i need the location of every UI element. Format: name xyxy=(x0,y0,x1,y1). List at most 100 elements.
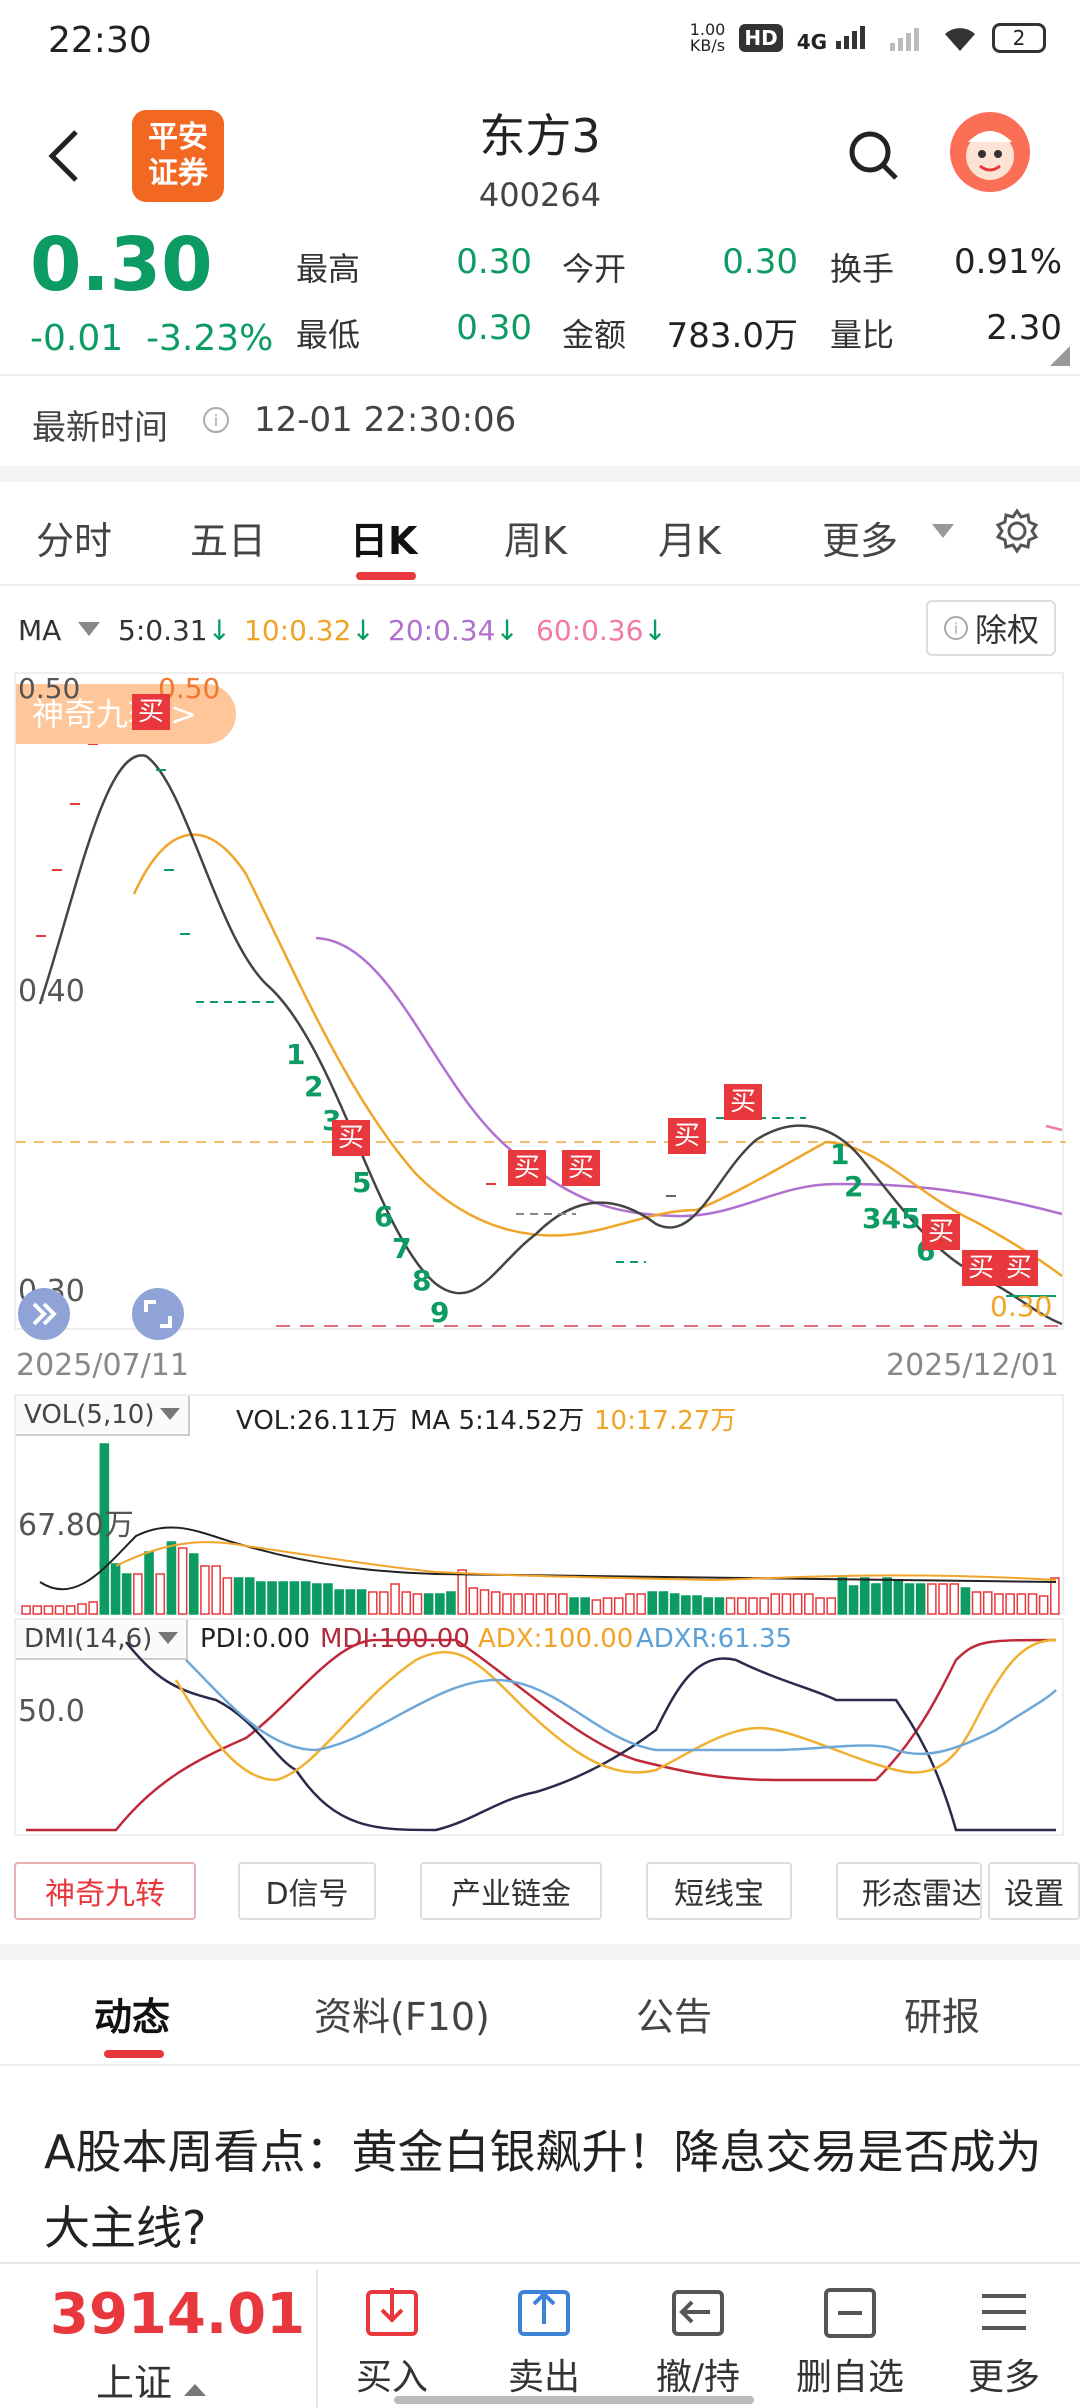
buy-button[interactable]: 买入 xyxy=(332,2276,452,2400)
buy-marker[interactable]: 买 xyxy=(724,1084,762,1120)
tool-d-signal[interactable]: D信号 xyxy=(238,1862,376,1920)
chevron-down-icon[interactable] xyxy=(930,522,956,542)
tab-five-day[interactable]: 五日 xyxy=(190,519,267,563)
volume-bar xyxy=(725,1597,736,1615)
volume-bar xyxy=(904,1583,915,1615)
ma-label[interactable]: MA xyxy=(18,614,62,647)
buy-marker[interactable]: 买 xyxy=(1000,1250,1038,1286)
volume-bar xyxy=(77,1603,87,1615)
volume-bar xyxy=(625,1593,635,1615)
tab-more[interactable]: 更多 xyxy=(822,519,899,563)
ma-dropdown-icon[interactable] xyxy=(78,622,100,638)
index-name[interactable]: 上证 xyxy=(96,2352,207,2407)
volume-bar xyxy=(379,1591,389,1615)
volume-bar xyxy=(546,1593,557,1615)
volume-bar xyxy=(580,1597,590,1615)
sell-button[interactable]: 卖出 xyxy=(484,2276,604,2400)
expand-corner-icon[interactable] xyxy=(1050,346,1070,366)
volume-bar xyxy=(323,1583,333,1615)
buy-marker[interactable]: 买 xyxy=(922,1214,960,1250)
tool-short-line[interactable]: 短线宝 xyxy=(646,1862,792,1920)
dmi-svg xyxy=(26,1638,1057,1832)
kline-chart[interactable]: 神奇九转 > 0.50 0.50 0.40 0.30 0.30 1 2 3 5 … xyxy=(14,672,1066,1340)
buy-marker[interactable]: 买 xyxy=(508,1150,546,1186)
dmi-chart[interactable]: 50.0 xyxy=(14,1618,1064,1836)
status-bar: 22:30 1.00 KB/s HD 4G 2 xyxy=(0,0,1080,82)
tab-research[interactable]: 研报 xyxy=(904,1995,981,2039)
assistant-avatar-icon[interactable] xyxy=(950,112,1030,192)
volume-bar xyxy=(804,1593,814,1615)
volume-bar xyxy=(949,1583,960,1615)
info-icon[interactable]: i xyxy=(202,406,230,434)
volume-bar xyxy=(345,1589,356,1615)
volume-bar xyxy=(524,1593,535,1615)
buy-marker[interactable]: 买 xyxy=(562,1150,600,1186)
volume-ma5-line xyxy=(39,1526,1057,1591)
tool-settings[interactable]: 设置 xyxy=(988,1862,1080,1920)
buy-marker[interactable]: 买 xyxy=(132,694,170,730)
volume-bar xyxy=(669,1593,680,1615)
fullscreen-button[interactable] xyxy=(132,1288,184,1340)
volume-bar xyxy=(927,1583,937,1615)
open-label: 今开 xyxy=(562,250,627,288)
volume-bar xyxy=(233,1577,244,1615)
ma5-line xyxy=(38,754,1063,1326)
volume-bar xyxy=(177,1547,188,1615)
date-end: 2025/12/01 xyxy=(886,1348,1059,1383)
tab-minute[interactable]: 分时 xyxy=(36,519,113,563)
ex-rights-button[interactable]: i 除权 xyxy=(926,600,1056,656)
tab-weekly-k[interactable]: 周K xyxy=(504,519,567,563)
chevron-down-icon xyxy=(160,1408,181,1420)
volume-bar xyxy=(412,1593,423,1615)
scroll-left-button[interactable] xyxy=(18,1288,70,1340)
volume-bar xyxy=(367,1591,378,1615)
divider xyxy=(0,584,1080,586)
tab-monthly-k[interactable]: 月K xyxy=(658,519,721,563)
low-marker: 0.30 xyxy=(990,1290,1053,1323)
tool-industry-chain[interactable]: 产业链金 xyxy=(420,1862,602,1920)
volume-bar xyxy=(200,1565,210,1615)
volume-bar xyxy=(1038,1595,1049,1615)
buy-marker[interactable]: 买 xyxy=(962,1250,1000,1286)
volume-bar xyxy=(312,1583,322,1615)
volume-bar xyxy=(446,1591,456,1615)
volume-bar xyxy=(267,1581,277,1615)
svg-text:i: i xyxy=(214,411,218,430)
volume-bar xyxy=(569,1597,579,1615)
volume-bar xyxy=(244,1577,255,1615)
buy-marker[interactable]: 买 xyxy=(668,1118,706,1154)
news-headline[interactable]: A股本周看点：黄金白银飙升！降息交易是否成为大主线? xyxy=(44,2125,1042,2255)
dmi-adxr-line xyxy=(185,1659,1057,1756)
volume-chart[interactable]: 67.80万 xyxy=(14,1394,1064,1615)
dmi-adx: ADX:100.00 xyxy=(478,1624,634,1654)
ma10-value: 10:0.32↓ xyxy=(244,614,375,647)
price-axis-top: 0.50 xyxy=(18,672,81,705)
tool-magic-nine[interactable]: 神奇九转 xyxy=(14,1862,196,1920)
gear-icon[interactable] xyxy=(994,508,1040,554)
tool-pattern-radar[interactable]: 形态雷达 xyxy=(836,1862,982,1920)
volume-bar xyxy=(748,1597,758,1615)
battery-icon: 2 xyxy=(992,23,1046,53)
volume-bar xyxy=(602,1597,613,1615)
signal-icon-2 xyxy=(890,28,919,51)
cancel-hold-button[interactable]: 撤/持 xyxy=(638,2276,758,2400)
volume-bar xyxy=(714,1597,725,1615)
turnover-label: 换手 xyxy=(830,250,895,288)
nine-count-6: 6 xyxy=(374,1200,394,1233)
tab-announcements[interactable]: 公告 xyxy=(636,1995,713,2039)
more-button[interactable]: 更多 xyxy=(944,2276,1064,2400)
tab-news[interactable]: 动态 xyxy=(94,1995,171,2039)
buy-marker[interactable]: 买 xyxy=(332,1120,370,1156)
volume-bar xyxy=(99,1443,110,1615)
last-price: 0.30 xyxy=(30,222,213,308)
search-icon[interactable] xyxy=(848,130,900,182)
tab-profile[interactable]: 资料(F10) xyxy=(314,1995,490,2039)
tab-daily-k[interactable]: 日K xyxy=(350,519,418,563)
volume-bar xyxy=(21,1605,31,1615)
signal-icon: 4G xyxy=(797,23,874,54)
index-value[interactable]: 3914.01 xyxy=(50,2282,306,2347)
remove-watchlist-button[interactable]: 删自选 xyxy=(790,2276,910,2400)
volume-bar xyxy=(759,1597,769,1615)
net-speed: 1.00 KB/s xyxy=(689,20,726,55)
back-icon[interactable] xyxy=(44,126,84,186)
